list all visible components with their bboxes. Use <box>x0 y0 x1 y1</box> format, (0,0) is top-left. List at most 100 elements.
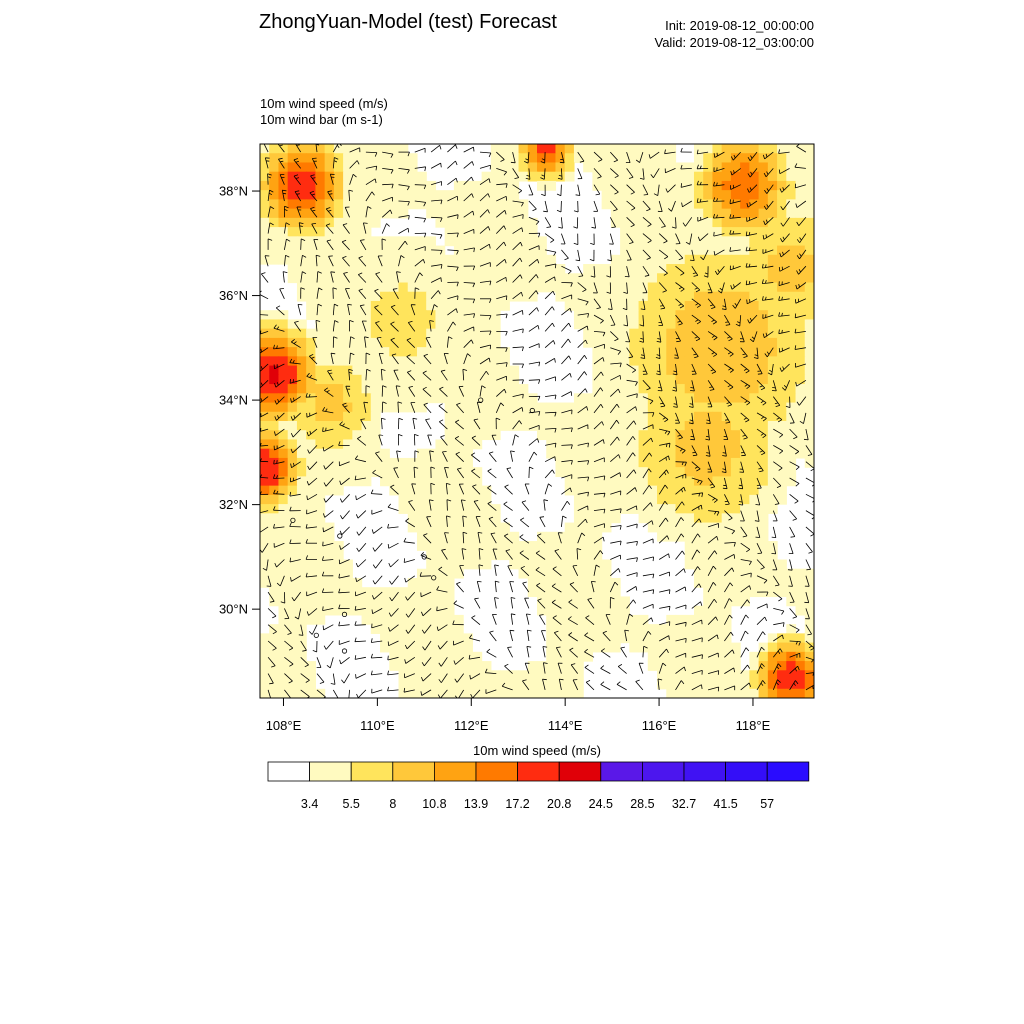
speed-cell <box>269 522 280 533</box>
speed-cell <box>352 596 363 607</box>
wind-barb <box>642 363 648 375</box>
speed-cell <box>546 614 557 625</box>
speed-cell <box>435 282 446 293</box>
speed-cell <box>398 208 409 219</box>
wind-barb <box>745 280 758 286</box>
speed-cell <box>610 485 621 496</box>
wind-barb <box>323 461 334 470</box>
speed-cell <box>361 291 372 302</box>
wind-barb <box>382 168 394 174</box>
speed-cell <box>666 522 677 533</box>
wind-barb <box>805 624 812 636</box>
wind-barb <box>755 494 761 506</box>
speed-cell <box>795 310 806 321</box>
speed-cell <box>758 162 769 173</box>
speed-cell <box>278 614 289 625</box>
speed-cell <box>777 365 787 376</box>
wind-barb <box>771 380 777 392</box>
wind-barb <box>778 312 790 317</box>
wind-barb <box>610 454 621 463</box>
wind-barb <box>756 412 767 422</box>
speed-cell <box>324 273 335 284</box>
wind-barb <box>593 523 605 528</box>
wind-barb <box>561 409 573 415</box>
speed-cell <box>573 522 584 533</box>
speed-cell <box>601 457 612 468</box>
speed-cell <box>453 384 464 394</box>
speed-cell <box>767 227 778 237</box>
speed-cell <box>721 642 732 653</box>
speed-cell <box>333 411 344 422</box>
speed-cell <box>675 448 686 459</box>
wind-barb <box>423 533 432 544</box>
speed-cell <box>352 319 363 330</box>
speed-cell <box>389 624 400 634</box>
wind-barb <box>545 394 557 400</box>
speed-cell <box>444 264 455 274</box>
speed-cell <box>527 393 538 404</box>
wind-barb <box>753 347 759 359</box>
speed-cell <box>315 374 326 385</box>
wind-barb <box>724 582 734 593</box>
wind-barb <box>593 492 606 498</box>
speed-cell <box>361 587 372 598</box>
speed-cell <box>601 596 612 607</box>
speed-cell <box>555 661 566 671</box>
speed-cell <box>453 254 464 265</box>
wind-barb <box>691 654 703 660</box>
speed-cell <box>712 651 723 662</box>
speed-cell <box>463 236 473 247</box>
speed-cell <box>269 356 280 367</box>
speed-cell <box>804 328 814 339</box>
speed-cell <box>380 254 390 265</box>
speed-cell <box>444 605 455 616</box>
speed-cell <box>490 522 501 533</box>
speed-cell <box>324 411 335 422</box>
wind-barb <box>762 151 774 160</box>
speed-cell <box>407 374 418 385</box>
speed-cell <box>287 559 298 570</box>
speed-cell <box>786 171 797 182</box>
speed-cell <box>620 457 630 468</box>
speed-cell <box>666 651 677 662</box>
speed-cell <box>573 411 584 422</box>
speed-cell <box>490 282 501 293</box>
wind-barb <box>382 183 394 189</box>
speed-cell <box>509 273 520 284</box>
wind-barb <box>414 434 419 446</box>
colorbar-level-label: 32.7 <box>672 797 696 811</box>
speed-cell <box>389 282 400 293</box>
wind-barb <box>789 461 800 471</box>
wind-barb <box>723 428 729 440</box>
speed-cell <box>786 402 797 413</box>
speed-cell <box>804 273 814 284</box>
colorbar-title: 10m wind speed (m/s) <box>473 743 601 758</box>
wind-barb <box>405 518 416 528</box>
speed-cell <box>380 605 390 616</box>
speed-cell <box>620 605 630 616</box>
wind-barb <box>408 500 416 511</box>
speed-cell <box>518 291 529 302</box>
speed-cell <box>287 356 298 367</box>
speed-cell <box>269 421 280 431</box>
speed-cell <box>398 337 409 348</box>
wind-barb <box>528 245 540 251</box>
speed-cell <box>296 577 307 588</box>
speed-cell <box>546 402 557 413</box>
wind-barb <box>300 271 307 283</box>
speed-cell <box>343 393 353 404</box>
speed-cell <box>269 254 280 265</box>
wind-barb <box>557 532 563 544</box>
speed-cell <box>500 393 510 404</box>
wind-barb <box>431 233 443 239</box>
speed-cell <box>592 153 603 164</box>
speed-cell <box>500 199 510 210</box>
speed-cell <box>380 153 390 164</box>
speed-cell <box>260 162 270 173</box>
speed-cell <box>610 365 621 376</box>
speed-cell <box>426 522 437 533</box>
wind-barb <box>273 459 285 465</box>
speed-cell <box>795 393 806 404</box>
speed-cell <box>333 365 344 376</box>
speed-cell <box>481 513 492 524</box>
